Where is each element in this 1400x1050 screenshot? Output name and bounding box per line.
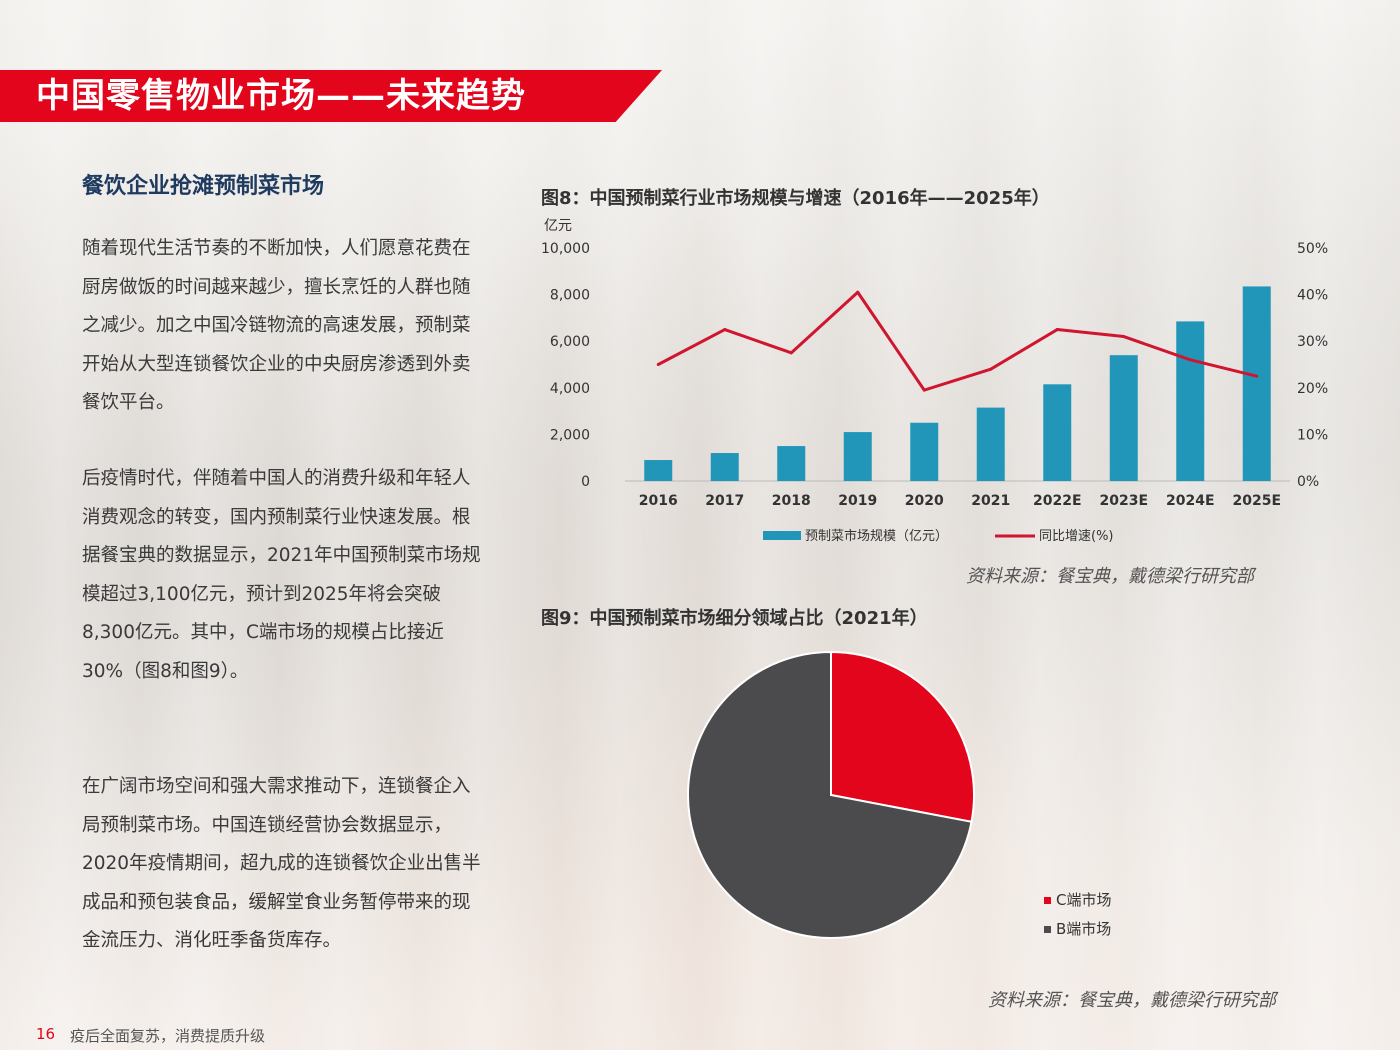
y-axis-tick-label: 2,000 <box>550 427 590 443</box>
page-title: 中国零售物业市场——未来趋势 <box>36 76 526 116</box>
figure-8-source: 资料来源：餐宝典，戴德梁行研究部 <box>966 566 1254 587</box>
growth-rate-point <box>1188 358 1192 362</box>
y-axis-tick-label: 10,000 <box>541 241 590 257</box>
growth-rate-point <box>989 367 993 371</box>
x-axis-tick-label: 2024E <box>1166 493 1215 509</box>
growth-rate-point <box>656 363 660 366</box>
x-axis-tick-label: 2023E <box>1099 493 1148 509</box>
x-axis-tick-label: 2022E <box>1033 493 1082 509</box>
bar <box>910 422 939 481</box>
title-banner <box>0 70 662 122</box>
x-axis-tick-label: 2016 <box>639 493 678 509</box>
figure-9-title: 图9：中国预制菜市场细分领域占比（2021年） <box>541 608 928 629</box>
y2-axis-tick-label: 50% <box>1297 241 1328 257</box>
x-axis-tick-label: 2021 <box>971 493 1010 509</box>
figure-9-source: 资料来源：餐宝典，戴德梁行研究部 <box>988 990 1276 1011</box>
growth-rate-point <box>1255 374 1259 378</box>
pie-slice <box>830 650 975 823</box>
growth-rate-point <box>1055 328 1059 332</box>
x-axis-tick-label: 2017 <box>705 493 744 509</box>
x-axis-tick-label: 2020 <box>905 493 944 509</box>
legend-swatch-pie <box>1044 897 1051 904</box>
growth-rate-point <box>723 328 727 332</box>
y-axis-tick-label: 8,000 <box>550 288 590 304</box>
legend-label-pie: C端市场 <box>1056 891 1111 909</box>
legend-label-bar: 预制菜市场规模（亿元） <box>805 528 948 544</box>
pie-slice <box>687 650 973 939</box>
legend-swatch-bar <box>763 531 801 540</box>
bar <box>777 446 806 481</box>
bar <box>710 453 739 481</box>
y2-axis-tick-label: 10% <box>1297 427 1328 443</box>
growth-rate-point <box>856 290 860 294</box>
y-axis-unit-label: 亿元 <box>544 218 572 234</box>
growth-rate-point <box>922 388 926 392</box>
y2-axis-tick-label: 40% <box>1297 288 1328 304</box>
growth-rate-line <box>657 290 1258 392</box>
bar <box>644 460 673 481</box>
section-heading: 餐饮企业抢滩预制菜市场 <box>82 174 325 199</box>
y2-axis-tick-label: 30% <box>1297 334 1328 350</box>
bar <box>1043 384 1072 481</box>
legend-label-line: 同比增速(%) <box>1039 529 1114 544</box>
y-axis-tick-label: 4,000 <box>550 381 590 397</box>
y2-axis-tick-label: 0% <box>1297 474 1319 490</box>
growth-rate-point <box>1122 335 1126 339</box>
bar <box>843 432 872 481</box>
footer-text: 疫后全面复苏，消费提质升级 <box>70 1027 266 1045</box>
growth-rate-point <box>789 351 793 355</box>
market-size-chart: 亿元 10,000 8,000 6,000 4,000 2,000 0 50% 40% 30% 20… <box>541 218 1328 544</box>
y-axis-tick-label: 6,000 <box>550 334 590 350</box>
y2-axis-tick-label: 20% <box>1297 381 1328 397</box>
segment-share-pie-chart: C端市场 B端市场 <box>687 650 1111 939</box>
paragraph-3: 在广阔市场空间和强大需求推动下，连锁餐企入局预制菜市场。中国连锁经营协会数据显示… <box>82 776 481 951</box>
y-axis-tick-label: 0 <box>581 474 590 490</box>
page-number: 16 <box>36 1025 56 1043</box>
bar <box>976 407 1005 481</box>
legend-swatch-pie <box>1044 926 1051 933</box>
x-axis-tick-label: 2019 <box>838 493 877 509</box>
bar <box>1242 286 1271 481</box>
x-axis-tick-label: 2018 <box>772 493 811 509</box>
paragraph-1: 随着现代生活节奏的不断加快，人们愿意花费在厨房做饭的时间越来越少，擅长烹饪的人群… <box>82 238 471 413</box>
legend-label-pie: B端市场 <box>1056 920 1111 938</box>
paragraph-2: 后疫情时代，伴随着中国人的消费升级和年轻人消费观念的转变，国内预制菜行业快速发展… <box>82 468 481 682</box>
bar <box>1109 355 1138 481</box>
figure-8-title: 图8：中国预制菜行业市场规模与增速（2016年——2025年） <box>541 188 1050 209</box>
bar <box>1176 321 1205 481</box>
x-axis-tick-label: 2025E <box>1232 493 1281 509</box>
